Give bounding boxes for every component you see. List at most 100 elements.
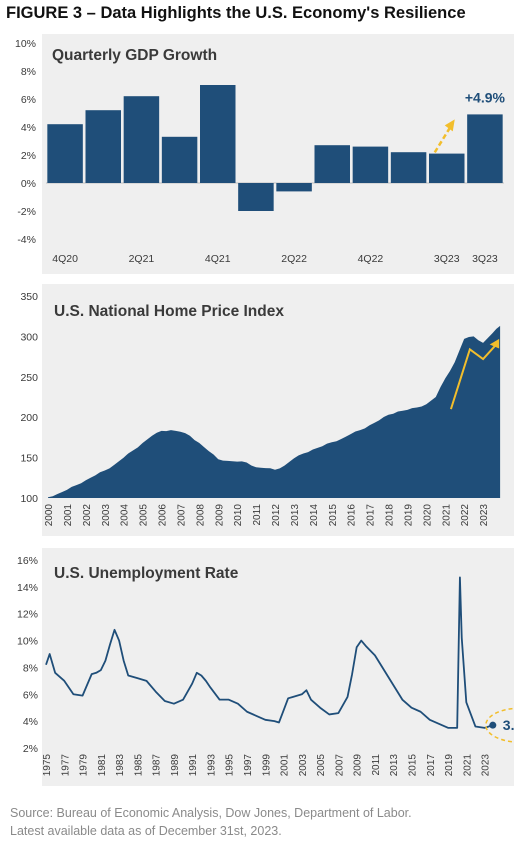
x-tick-label: 2009	[214, 504, 225, 527]
x-tick-label: 1977	[60, 754, 71, 777]
x-tick-label: 2011	[252, 504, 263, 526]
x-tick-label: 2018	[385, 504, 396, 527]
x-tick-label: 1999	[261, 754, 272, 777]
x-tick-label: 2010	[233, 504, 244, 527]
x-tick-label: 2017	[426, 754, 437, 777]
x-tick-label: 2Q21	[129, 253, 155, 265]
x-tick-label: 2013	[290, 504, 301, 527]
data-date-line: Latest available data as of December 31s…	[10, 824, 282, 838]
y-tick-label: 2%	[21, 150, 36, 162]
chart-title: U.S. Unemployment Rate	[54, 565, 239, 582]
y-tick-label: 12%	[17, 609, 38, 621]
y-tick-label: 10%	[17, 636, 38, 648]
x-tick-label: 2009	[353, 754, 364, 777]
trend-arrow	[433, 125, 452, 154]
x-tick-label: 1995	[225, 754, 236, 777]
x-tick-label: 1983	[115, 754, 126, 777]
gdp-bar	[200, 85, 236, 183]
y-tick-label: 350	[20, 291, 38, 303]
unemployment-chart: 2% 4% 6% 8% 10% 12% 14% 16% 1975 1977 1979 1981 1983…	[17, 548, 514, 786]
x-tick-label: 4Q20	[52, 253, 78, 265]
x-tick-label: 2001	[63, 504, 74, 527]
y-tick-label: 8%	[23, 662, 38, 674]
y-tick-label: 100	[20, 493, 38, 505]
x-tick-label: 2015	[328, 504, 339, 527]
x-tick-label: 3Q23	[434, 253, 460, 265]
x-tick-label: 2003	[298, 754, 309, 777]
x-tick-label: 4Q22	[358, 253, 384, 265]
x-tick-label: 2014	[309, 504, 320, 527]
y-tick-label: 6%	[21, 94, 36, 106]
chart-title: U.S. National Home Price Index	[54, 303, 284, 320]
y-tick-label: 4%	[23, 716, 38, 728]
latest-point-marker	[489, 721, 497, 729]
x-tick-label: 2017	[366, 504, 377, 527]
y-tick-label: 300	[20, 331, 38, 343]
gdp-bar	[47, 124, 83, 183]
y-tick-label: 8%	[21, 66, 36, 78]
x-tick-label: 2019	[444, 754, 455, 777]
x-tick-label: 1981	[97, 754, 108, 777]
gdp-bar	[238, 183, 274, 211]
gdp-callout-label: +4.9%	[465, 89, 506, 105]
y-tick-label: 4%	[21, 122, 36, 134]
x-tick-label: 1975	[42, 754, 53, 777]
x-tick-label: 2016	[347, 504, 358, 527]
x-tick-label: 2015	[407, 754, 418, 777]
y-tick-label: 6%	[23, 689, 38, 701]
home-price-chart-panel: 100 150 200 250 300 350 2000 2001 2002 2003 2004 20…	[6, 284, 514, 536]
x-tick-label: 1987	[152, 754, 163, 777]
gdp-bar	[276, 183, 312, 192]
unemployment-line	[45, 576, 494, 729]
x-tick-label: 2005	[139, 504, 150, 527]
gdp-chart-panel: -4% -2% 0% 2% 4% 6% 8% 10% 4Q20 2Q21 4Q21 2Q22 4Q22 3…	[6, 34, 514, 274]
x-tick-label: 2004	[120, 504, 131, 527]
gdp-bar	[85, 110, 121, 183]
y-tick-label: 2%	[23, 743, 38, 755]
trend-arrow-head	[489, 338, 500, 349]
x-tick-label: 2Q22	[281, 253, 307, 265]
x-tick-label: 2002	[82, 504, 93, 527]
x-tick-label: 2019	[403, 504, 414, 527]
x-tick-label: 2003	[101, 504, 112, 527]
gdp-chart: -4% -2% 0% 2% 4% 6% 8% 10% 4Q20 2Q21 4Q21 2Q22 4Q22 3…	[15, 34, 514, 274]
x-tick-label: 2012	[271, 504, 282, 527]
gdp-bar	[352, 146, 389, 183]
x-tick-label: 2023	[479, 504, 490, 527]
x-tick-label: 1979	[79, 754, 90, 777]
x-tick-label: 1993	[206, 754, 217, 777]
x-tick-label: 2006	[158, 504, 169, 527]
unemployment-callout-label: 3.7%	[503, 717, 514, 733]
figure-title: FIGURE 3 – Data Highlights the U.S. Econ…	[6, 4, 466, 22]
source-note: Source: Bureau of Economic Analysis, Dow…	[10, 804, 510, 840]
x-tick-label: 2001	[280, 754, 291, 777]
chart-title: Quarterly GDP Growth	[52, 47, 217, 64]
gdp-bar	[390, 152, 427, 183]
gdp-bar	[467, 114, 503, 183]
x-tick-label: 2005	[316, 754, 327, 777]
x-tick-label: 2021	[462, 754, 473, 777]
y-tick-label: 0%	[21, 178, 36, 190]
x-tick-label: 2023	[481, 754, 492, 777]
x-tick-label: 2021	[441, 504, 452, 527]
y-tick-label: 150	[20, 453, 38, 465]
y-tick-label: 200	[20, 412, 38, 424]
home-price-area	[48, 325, 501, 498]
y-tick-label: -4%	[17, 234, 36, 246]
plot-background	[42, 548, 514, 786]
x-tick-label: 1997	[243, 754, 254, 777]
gdp-bar	[161, 136, 198, 183]
x-tick-label: 2020	[422, 504, 433, 527]
x-tick-label: 1989	[170, 754, 181, 777]
x-tick-label: 2000	[44, 504, 55, 527]
x-tick-label: 2022	[460, 504, 471, 527]
x-tick-label: 2011	[371, 754, 382, 776]
x-tick-label: 2007	[334, 754, 345, 777]
trend-arrow-head	[444, 119, 455, 132]
x-tick-label: 1985	[133, 754, 144, 777]
x-tick-label: 2008	[195, 504, 206, 527]
x-tick-label: 2007	[176, 504, 187, 527]
x-tick-label: 3Q23	[472, 253, 498, 265]
gdp-bar	[123, 96, 160, 183]
x-tick-label: 1991	[188, 754, 199, 777]
